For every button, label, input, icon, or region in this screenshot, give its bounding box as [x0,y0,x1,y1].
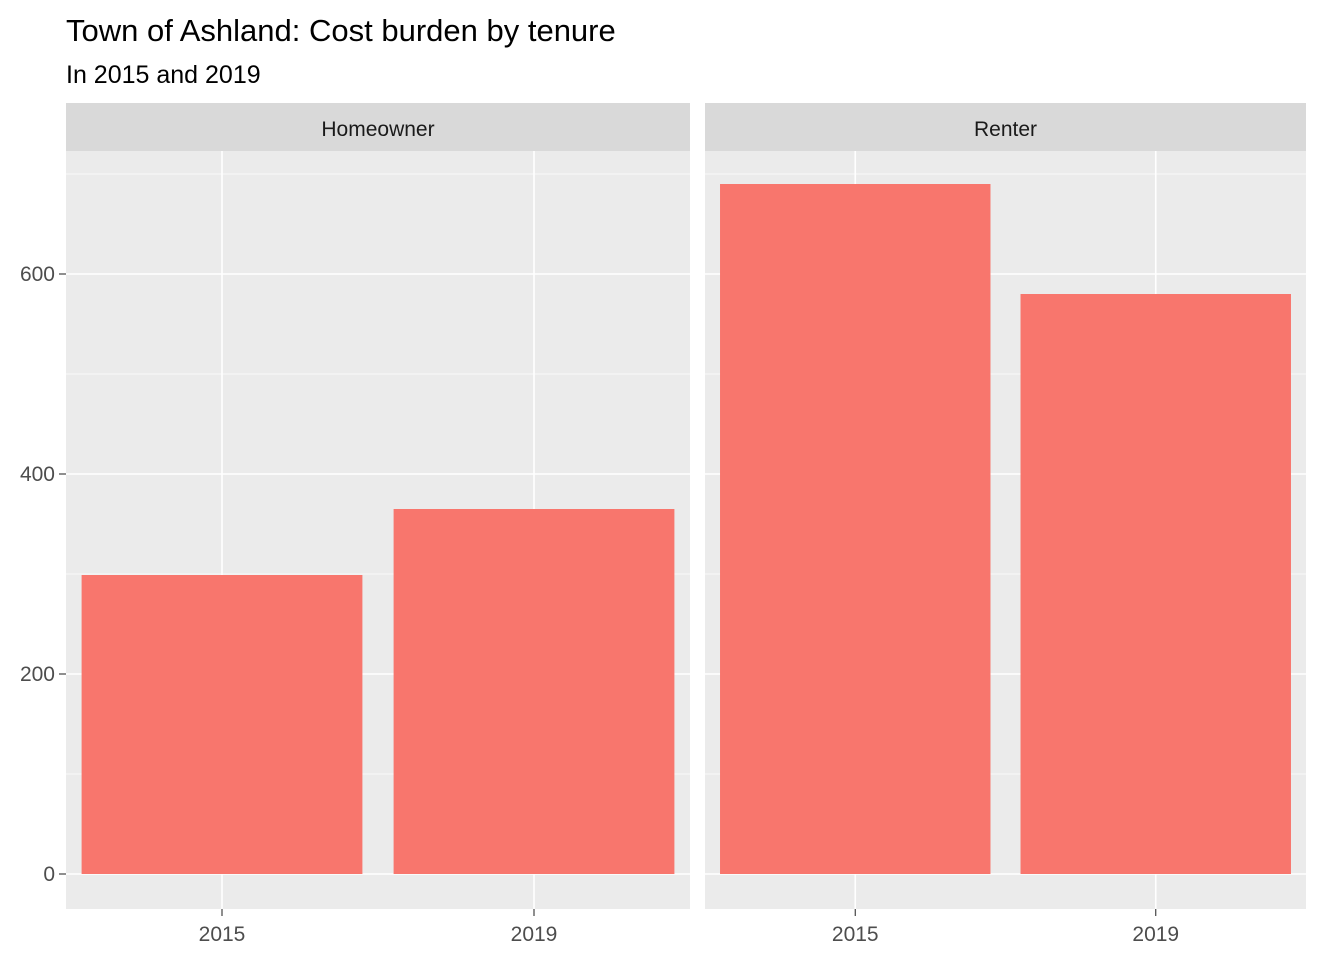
bar-homeowner-2015 [81,575,363,874]
y-axis: 0 200 400 600 [20,263,66,886]
y-tick-label-200: 200 [20,663,55,686]
bars-renter [720,184,1291,874]
bar-renter-2015 [720,184,991,874]
facet-strip-homeowner [66,103,690,151]
bars-homeowner [81,509,675,874]
bar-homeowner-2019 [393,509,675,874]
x-tick-label-renter-2015: 2015 [832,923,879,946]
facet-panel-homeowner: Homeowner 2015 2019 [66,103,690,946]
facet-strip-renter [705,103,1306,151]
x-tick-label-homeowner-2015: 2015 [199,923,246,946]
x-tick-label-renter-2019: 2019 [1132,923,1179,946]
x-axis-homeowner: 2015 2019 [199,909,558,946]
chart-subtitle: In 2015 and 2019 [66,61,261,89]
facet-panel-renter: Renter 2015 2019 [705,103,1306,946]
chart-title: Town of Ashland: Cost burden by tenure [66,13,616,48]
bar-renter-2019 [1020,294,1291,874]
x-tick-label-homeowner-2019: 2019 [511,923,558,946]
facet-label-renter: Renter [974,118,1037,141]
facet-label-homeowner: Homeowner [321,118,434,141]
x-axis-renter: 2015 2019 [832,909,1179,946]
y-tick-label-400: 400 [20,463,55,486]
y-tick-label-600: 600 [20,263,55,286]
y-tick-label-0: 0 [43,863,55,886]
